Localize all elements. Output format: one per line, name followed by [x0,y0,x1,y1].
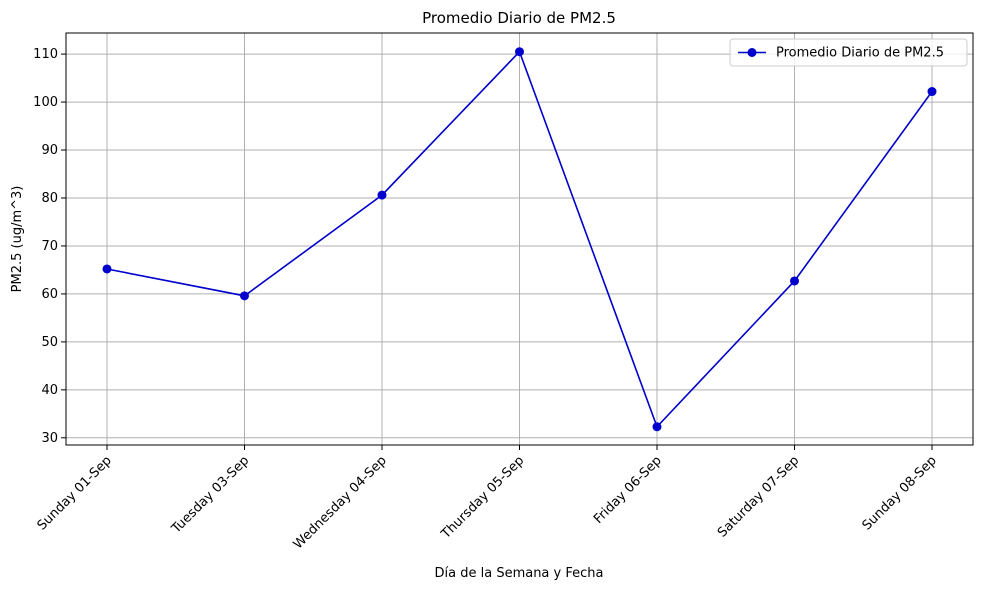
y-tick-label: 80 [41,191,58,206]
data-point [102,264,112,274]
data-point [377,190,387,200]
legend-box [729,38,968,67]
data-point [927,87,937,97]
legend-label: Promedio Diario de PM2.5 [776,46,944,61]
data-point [240,291,249,301]
x-axis-label: Día de la Semana y Fecha [435,566,604,581]
x-tick-label: Wednesday 04-Sep [291,453,390,552]
data-point [515,47,524,57]
y-tick-label: 90 [41,143,58,158]
legend: Promedio Diario de PM2.5 [729,38,968,67]
x-tick-label: Saturday 07-Sep [715,453,802,540]
y-tick-label: 40 [41,383,58,398]
y-tick-label: 60 [41,287,58,302]
x-tick-label: Thursday 05-Sep [438,453,527,542]
data-point [790,276,799,286]
plot-frame [65,32,974,446]
x-tick-label: Sunday 01-Sep [35,453,115,533]
y-tick-label: 110 [33,47,58,62]
y-tick-label: 70 [41,239,58,254]
chart-title: Promedio Diario de PM2.5 [422,9,616,27]
y-axis-label: PM2.5 (ug/m^3) [10,186,25,293]
x-tick-label: Tuesday 03-Sep [168,453,252,537]
y-tick-label: 50 [41,335,58,350]
x-tick-label: Sunday 08-Sep [860,453,940,533]
legend-marker [747,48,757,57]
x-tick-label: Friday 06-Sep [591,453,665,527]
y-tick-label: 100 [33,95,58,110]
y-tick-label: 30 [41,431,58,446]
data-point [652,422,662,432]
